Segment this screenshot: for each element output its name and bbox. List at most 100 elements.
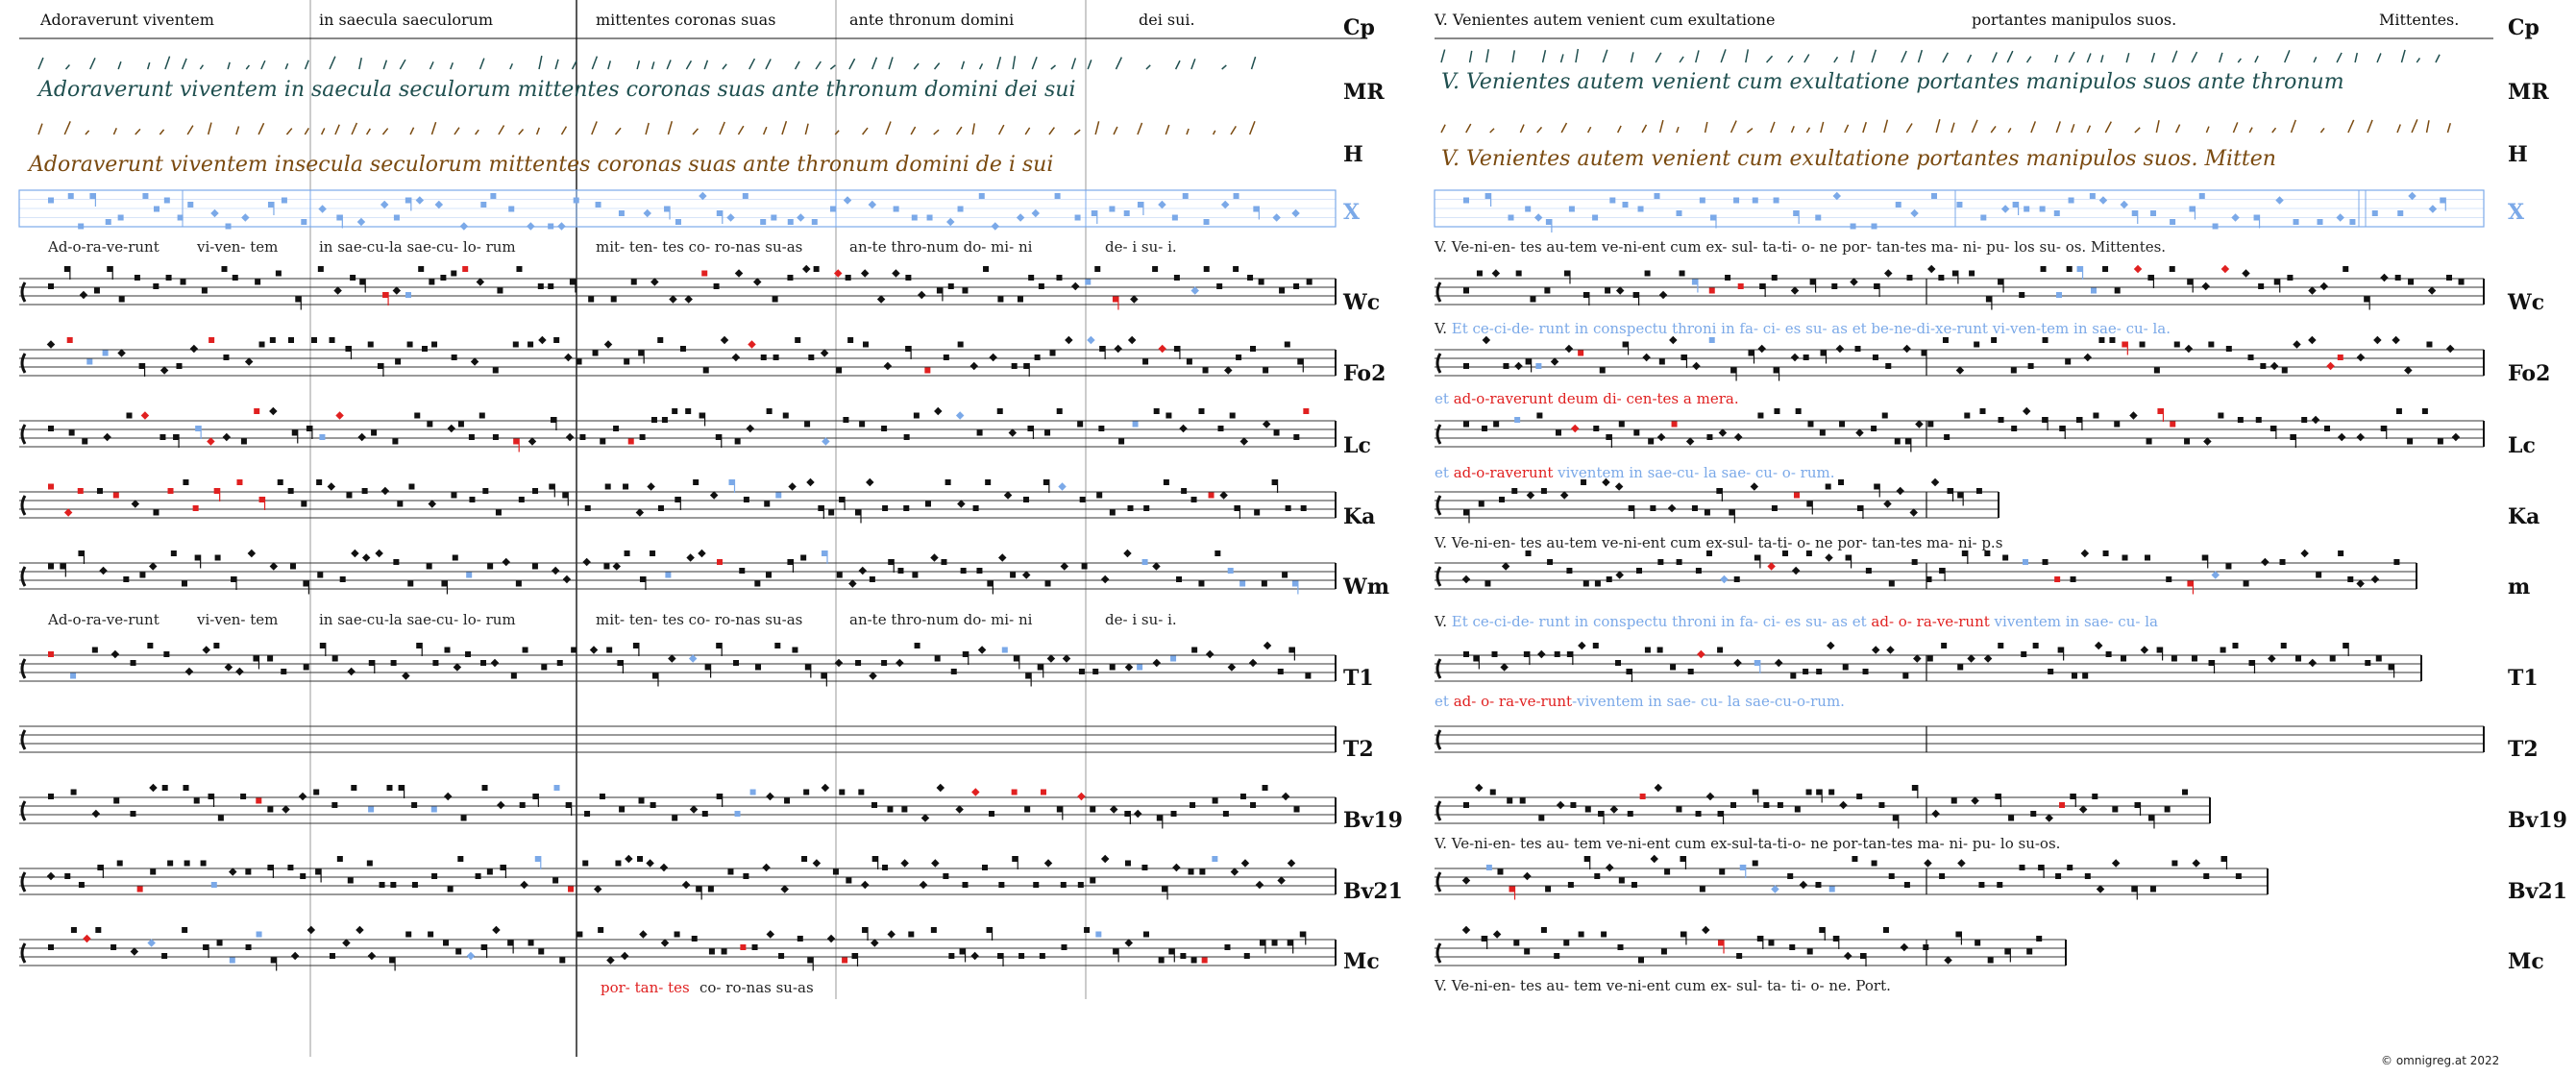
neume-square	[1017, 296, 1023, 303]
neume-square	[537, 283, 544, 289]
neume-square	[2068, 197, 2074, 204]
neume-square	[405, 292, 411, 298]
neume-square	[253, 655, 259, 662]
neume-square	[223, 355, 230, 360]
neume-diamond	[647, 482, 655, 491]
neume-diamond	[1227, 663, 1237, 672]
adiastematic-neume	[703, 60, 709, 70]
adiastematic-neume	[1094, 121, 1100, 135]
adiastematic-neume	[997, 124, 1005, 135]
neume-diamond	[2133, 264, 2143, 274]
manuscript-mr: V. Venientes autem venient cum exultatio…	[1441, 70, 2344, 94]
neume-square	[787, 559, 794, 565]
neume-square	[48, 651, 54, 657]
neume-square	[2446, 275, 2453, 281]
neume-diamond	[989, 353, 997, 362]
neume-diamond	[2078, 805, 2088, 814]
verse-text: V. Ve-ni-en- tes au-tem ve-ni-ent cum ex…	[1434, 534, 2002, 551]
neume-diamond	[1461, 925, 1471, 935]
neume-square	[2338, 550, 2344, 556]
adiastematic-neume	[1511, 50, 1515, 63]
neume-square	[887, 806, 894, 813]
neume-diamond	[686, 553, 695, 562]
neume-square	[828, 509, 835, 516]
neume-square	[1291, 580, 1298, 587]
neume-diamond	[1909, 508, 1918, 517]
neume-square	[1825, 483, 1831, 490]
neume-square	[1156, 815, 1163, 821]
neume-square	[367, 341, 374, 348]
neume-square	[743, 497, 749, 502]
neume-square	[650, 550, 656, 556]
verse-text: V. Ve-ni-en- tes au- tem ve-ni-ent cum e…	[1434, 977, 1891, 994]
neume-square	[1198, 580, 1205, 587]
neume-square	[704, 664, 711, 671]
neume-square	[1040, 789, 1046, 795]
neume-square	[740, 944, 747, 950]
neume-diamond	[1697, 649, 1705, 659]
neume-diamond	[415, 196, 425, 205]
neume-square	[93, 287, 100, 294]
c-clef	[1435, 566, 1442, 587]
neume-square	[618, 210, 625, 216]
neume-square	[1671, 421, 1678, 428]
neume-square	[1544, 287, 1551, 294]
adiastematic-neume	[1720, 49, 1727, 63]
adiastematic-neume	[538, 55, 543, 70]
neume-square	[2090, 287, 2097, 294]
neume-square	[1860, 953, 1867, 959]
neume-square	[553, 337, 560, 343]
neume-square	[492, 434, 499, 440]
neume-diamond	[2129, 411, 2138, 420]
verse-span: viventem in sae- cu- la	[1990, 613, 2158, 630]
neume-diamond	[357, 432, 366, 442]
neume-square	[1631, 882, 1637, 888]
c-clef	[20, 800, 27, 821]
neume-square	[256, 931, 262, 938]
verse-span: viventem in sae-cu- la sae- cu- o- rum.	[1553, 464, 1834, 481]
neume-square	[1258, 279, 1264, 285]
neume-diamond	[1774, 658, 1783, 668]
neume-square	[2426, 341, 2433, 348]
neume-square	[1112, 296, 1118, 303]
adiastematic-neume	[2055, 121, 2061, 134]
adiastematic-neume	[2248, 127, 2253, 134]
neume-square	[717, 559, 724, 565]
adiastematic-neume	[722, 63, 727, 70]
neume-square	[225, 223, 232, 230]
neume-square	[492, 367, 499, 374]
neume-square	[1979, 408, 1986, 414]
neume-square	[2070, 794, 2076, 799]
neume-square	[1011, 789, 1018, 795]
neume-square	[2237, 417, 2244, 423]
adiastematic-neume	[304, 60, 309, 70]
neume-square	[773, 355, 779, 360]
neume-square	[301, 501, 307, 507]
neume-square	[715, 434, 722, 440]
neume-diamond	[887, 930, 895, 939]
adiastematic-neume	[186, 125, 194, 135]
neume-diamond	[731, 353, 741, 362]
neume-square	[1049, 350, 1056, 356]
header-text: ante thronum domini	[849, 11, 1014, 29]
neume-square	[331, 655, 338, 662]
adiastematic-neume	[1950, 122, 1955, 134]
neume-square	[1217, 426, 1224, 431]
neume-square	[565, 802, 572, 808]
neume-square	[2173, 341, 2180, 348]
c-clef	[20, 424, 27, 445]
neume-square	[316, 479, 323, 485]
neume-square	[1519, 797, 1526, 804]
neume-square	[541, 664, 548, 671]
neume-diamond	[1944, 956, 1952, 965]
adiastematic-neume	[2319, 127, 2325, 134]
adiastematic-neume	[1070, 58, 1077, 70]
neume-square	[303, 580, 309, 587]
adiastematic-neume	[2191, 51, 2198, 63]
neume-diamond	[1827, 641, 1835, 650]
neume-square	[713, 283, 720, 289]
adiastematic-neume	[1230, 125, 1237, 135]
neume-square	[2260, 363, 2267, 369]
neume-diamond	[476, 278, 485, 286]
neume-square	[787, 219, 794, 225]
